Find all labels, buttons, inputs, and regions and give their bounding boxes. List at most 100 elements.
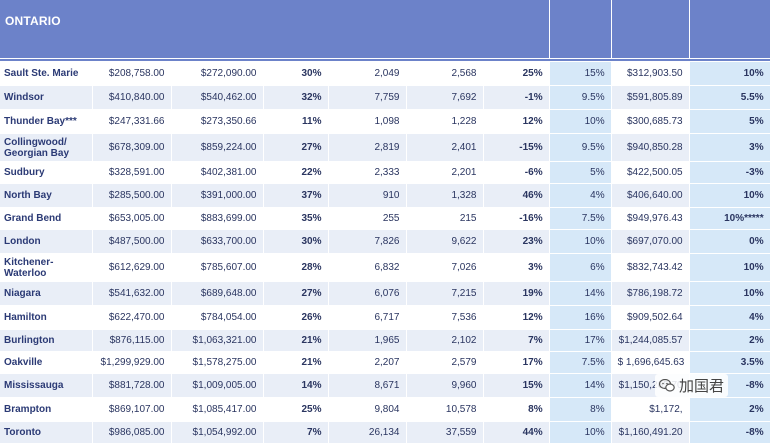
cell-c4: 2,333 xyxy=(328,161,407,184)
cell-c3: 26% xyxy=(263,305,329,330)
cell-c3: 21% xyxy=(263,351,329,374)
cell-c1: $247,331.66 xyxy=(92,109,172,134)
cell-c7: 9.5% xyxy=(549,85,612,110)
cell-c5: 7,026 xyxy=(406,253,484,282)
cell-c5: 7,536 xyxy=(406,305,484,330)
cell-c9: 2% xyxy=(689,329,770,352)
cell-c4: 2,049 xyxy=(328,61,407,86)
cell-c4: 6,832 xyxy=(328,253,407,282)
cell-c1: $678,309.00 xyxy=(92,133,172,162)
table-row: Windsor $410,840.00 $540,462.00 32% 7,759 7,6… xyxy=(0,85,770,110)
province-title: ONTARIO xyxy=(0,0,550,59)
cell-c7: 7.5% xyxy=(549,207,612,230)
cell-c3: 11% xyxy=(263,109,329,134)
cell-c7: 10% xyxy=(549,421,612,444)
cell-c5: 215 xyxy=(406,207,484,230)
cell-c9: 2% xyxy=(689,397,770,422)
city-name: Sault Ste. Marie xyxy=(0,61,93,86)
cell-c5: 2,579 xyxy=(406,351,484,374)
cell-c1: $208,758.00 xyxy=(92,61,172,86)
cell-c3: 27% xyxy=(263,133,329,162)
cell-c2: $1,009,005.00 xyxy=(171,373,264,398)
cell-c8: $ 1,696,645.63 xyxy=(611,351,690,374)
cell-c7: 14% xyxy=(549,373,612,398)
cell-c3: 35% xyxy=(263,207,329,230)
cell-c8: $697,070.00 xyxy=(611,229,690,254)
cell-c1: $986,085.00 xyxy=(92,421,172,444)
cell-c9: 5.5% xyxy=(689,85,770,110)
cell-c8: $591,805.89 xyxy=(611,85,690,110)
wechat-icon xyxy=(659,379,675,392)
city-name: Toronto xyxy=(0,421,93,444)
cell-c3: 22% xyxy=(263,161,329,184)
cell-c1: $285,500.00 xyxy=(92,183,172,208)
cell-c5: 7,215 xyxy=(406,281,484,306)
cell-c6: 12% xyxy=(483,305,550,330)
cell-c6: 12% xyxy=(483,109,550,134)
cell-c6: 19% xyxy=(483,281,550,306)
cell-c2: $1,578,275.00 xyxy=(171,351,264,374)
cell-c8: $909,502.64 xyxy=(611,305,690,330)
cell-c1: $1,299,929.00 xyxy=(92,351,172,374)
city-name: London xyxy=(0,229,93,254)
cell-c9: 10% xyxy=(689,253,770,282)
city-name: Hamilton xyxy=(0,305,93,330)
cell-c1: $876,115.00 xyxy=(92,329,172,352)
cell-c6: 25% xyxy=(483,61,550,86)
header-cell xyxy=(611,0,690,59)
cell-c7: 15% xyxy=(549,61,612,86)
cell-c1: $541,632.00 xyxy=(92,281,172,306)
cell-c9: 4% xyxy=(689,305,770,330)
cell-c8: $832,743.42 xyxy=(611,253,690,282)
cell-c9: -3% xyxy=(689,161,770,184)
cell-c6: -16% xyxy=(483,207,550,230)
table-row: Toronto $986,085.00 $1,054,992.00 7% 26,134 3… xyxy=(0,421,770,444)
cell-c6: -6% xyxy=(483,161,550,184)
cell-c7: 16% xyxy=(549,305,612,330)
cell-c4: 255 xyxy=(328,207,407,230)
cell-c6: -15% xyxy=(483,133,550,162)
cell-c1: $653,005.00 xyxy=(92,207,172,230)
cell-c6: 23% xyxy=(483,229,550,254)
cell-c8: $422,500.05 xyxy=(611,161,690,184)
cell-c7: 10% xyxy=(549,229,612,254)
cell-c7: 9.5% xyxy=(549,133,612,162)
cell-c6: 46% xyxy=(483,183,550,208)
cell-c2: $883,699.00 xyxy=(171,207,264,230)
cell-c3: 21% xyxy=(263,329,329,352)
city-name: Windsor xyxy=(0,85,93,110)
cell-c2: $784,054.00 xyxy=(171,305,264,330)
cell-c2: $272,090.00 xyxy=(171,61,264,86)
cell-c5: 10,578 xyxy=(406,397,484,422)
cell-c4: 1,965 xyxy=(328,329,407,352)
table-row: Hamilton $622,470.00 $784,054.00 26% 6,717 7,… xyxy=(0,305,770,330)
city-name: Kitchener- Waterloo xyxy=(0,253,93,282)
cell-c5: 9,960 xyxy=(406,373,484,398)
cell-c4: 910 xyxy=(328,183,407,208)
cell-c3: 32% xyxy=(263,85,329,110)
table-row: Sudbury $328,591.00 $402,381.00 22% 2,333 2,2… xyxy=(0,161,770,184)
cell-c8: $949,976.43 xyxy=(611,207,690,230)
cell-c4: 6,076 xyxy=(328,281,407,306)
cell-c6: 44% xyxy=(483,421,550,444)
table-row: Brampton $869,107.00 $1,085,417.00 25% 9,804… xyxy=(0,397,770,422)
cell-c6: 3% xyxy=(483,253,550,282)
cell-c1: $487,500.00 xyxy=(92,229,172,254)
table-row: North Bay $285,500.00 $391,000.00 37% 910 1,3… xyxy=(0,183,770,208)
cell-c4: 9,804 xyxy=(328,397,407,422)
table-row: Collingwood/ Georgian Bay $678,309.00 $859… xyxy=(0,133,770,162)
cell-c4: 2,819 xyxy=(328,133,407,162)
cell-c5: 1,228 xyxy=(406,109,484,134)
cell-c2: $785,607.00 xyxy=(171,253,264,282)
city-name: Burlington xyxy=(0,329,93,352)
city-name: Oakville xyxy=(0,351,93,374)
cell-c2: $1,063,321.00 xyxy=(171,329,264,352)
table-row: Grand Bend $653,005.00 $883,699.00 35% 255 21… xyxy=(0,207,770,230)
cell-c6: -1% xyxy=(483,85,550,110)
cell-c4: 26,134 xyxy=(328,421,407,444)
cell-c7: 14% xyxy=(549,281,612,306)
cell-c4: 6,717 xyxy=(328,305,407,330)
cell-c6: 15% xyxy=(483,373,550,398)
cell-c4: 8,671 xyxy=(328,373,407,398)
